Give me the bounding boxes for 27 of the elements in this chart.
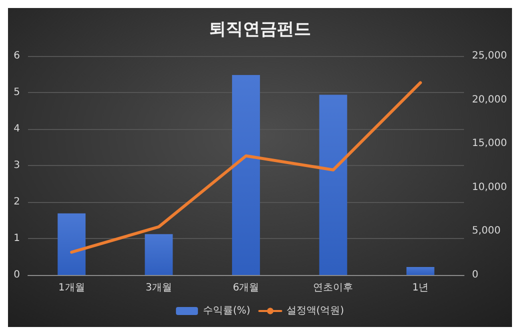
x-tick-label: 1개월 [58, 282, 85, 294]
y-tick-label: 0 [14, 270, 20, 280]
y-tick-label: 1 [14, 233, 20, 244]
y2-tick-label: 20,000 [472, 94, 507, 106]
y2-tick-label: 25,000 [472, 50, 507, 62]
y-tick-label: 5 [14, 87, 20, 98]
y2-tick-label: 15,000 [472, 138, 507, 150]
y2-tick-label: 5,000 [472, 226, 501, 237]
legend-label: 설정액(억원) [286, 306, 344, 316]
x-tick-label: 6개월 [232, 282, 260, 294]
bar [144, 234, 173, 275]
bar [319, 94, 348, 275]
line-series [70, 81, 422, 254]
y2-tick-label: 0 [472, 270, 478, 280]
y2-tick-label: 10,000 [472, 182, 507, 193]
y-tick-label: 6 [14, 50, 20, 62]
bar [58, 213, 86, 275]
bar [232, 74, 260, 275]
y-tick-label: 4 [14, 124, 20, 134]
x-tick-label: 3개월 [146, 282, 172, 294]
y-tick-label: 2 [14, 196, 20, 208]
legend-label: 수익률(%) [202, 306, 250, 316]
bar [406, 266, 434, 275]
chart-title: 퇴직연금펀드 [209, 20, 311, 40]
x-tick-label: 연초이후 [313, 282, 354, 294]
x-tick-label: 1년 [412, 282, 429, 294]
y-tick-label: 3 [14, 160, 20, 171]
